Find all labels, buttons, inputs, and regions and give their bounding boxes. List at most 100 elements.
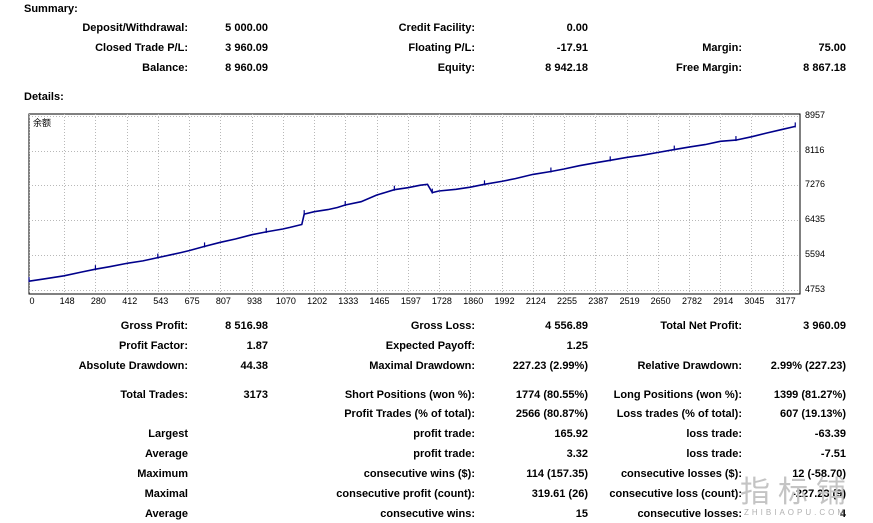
x-tick-label: 1992	[494, 296, 515, 306]
balance-value: 8 960.09	[225, 62, 268, 74]
max-consec-losses-value: 12 (-58.70)	[792, 468, 846, 480]
avg-consec-wins-label: consecutive wins:	[380, 508, 475, 520]
largest-label: Largest	[148, 428, 188, 440]
loss-trades-value: 607 (19.13%)	[779, 408, 846, 420]
average-profit-value: 3.32	[566, 448, 588, 460]
relative-drawdown-label: Relative Drawdown:	[637, 360, 742, 372]
deposit-label: Deposit/Withdrawal:	[82, 22, 188, 34]
free-margin-value: 8 867.18	[803, 62, 846, 74]
x-tick-label: 2914	[713, 296, 734, 306]
x-tick-label: 148	[59, 296, 75, 306]
maximal-consec-profit-label: consecutive profit (count):	[336, 488, 475, 500]
avg-consec-losses-label: consecutive losses:	[637, 508, 742, 520]
maximum-label: Maximum	[137, 468, 188, 480]
watermark: 指标铺 ZHIBIAOPU.COM	[740, 478, 870, 523]
margin-label: Margin:	[702, 42, 742, 54]
y-tick-label: 4753	[805, 283, 826, 294]
gross-profit-value: 8 516.98	[225, 320, 268, 332]
maximal-drawdown-label: Maximal Drawdown:	[369, 360, 475, 372]
equity-label: Equity:	[437, 62, 475, 74]
closed-pl-value: 3 960.09	[225, 42, 268, 54]
largest-loss-value: -63.39	[814, 428, 846, 440]
y-tick-label: 8116	[805, 144, 825, 155]
expected-payoff-label: Expected Payoff:	[385, 340, 475, 352]
chart-title: 余额	[33, 117, 51, 129]
x-tick-label: 0	[29, 296, 35, 306]
long-positions-label: Long Positions (won %):	[613, 389, 742, 401]
maximal-drawdown-value: 227.23 (2.99%)	[512, 360, 588, 372]
x-tick-label: 1728	[431, 296, 452, 306]
x-tick-label: 938	[247, 296, 263, 306]
short-positions-label: Short Positions (won %):	[344, 389, 475, 401]
average-loss-label: loss trade:	[686, 448, 742, 460]
profit-factor-label: Profit Factor:	[118, 340, 188, 352]
y-tick-label: 7276	[805, 179, 826, 190]
total-trades-value: 3173	[243, 389, 268, 401]
x-tick-label: 1860	[463, 296, 484, 306]
y-tick-label: 5594	[805, 248, 826, 259]
avg-consec-wins-value: 15	[575, 508, 588, 520]
largest-loss-label: loss trade:	[686, 428, 742, 440]
average-label: Average	[144, 448, 188, 460]
avg-consec-losses-value: 4	[839, 508, 846, 520]
average2-label: Average	[144, 508, 188, 520]
max-consec-wins-label: consecutive wins ($):	[363, 468, 475, 480]
floating-pl-label: Floating P/L:	[408, 42, 475, 54]
profit-trades-label: Profit Trades (% of total):	[344, 408, 475, 420]
x-tick-label: 2782	[681, 296, 702, 306]
equity-chart-area: 余额	[28, 113, 801, 295]
largest-profit-value: 165.92	[554, 428, 588, 440]
maximal-consec-loss-value: -227.23 (9)	[792, 488, 846, 500]
x-tick-label: 807	[215, 296, 231, 306]
equity-chart: 余额	[28, 113, 801, 295]
closed-pl-label: Closed Trade P/L:	[95, 42, 188, 54]
x-tick-label: 1070	[275, 296, 296, 306]
x-tick-label: 543	[153, 296, 169, 306]
x-tick-label: 1465	[369, 296, 390, 306]
x-tick-label: 280	[90, 296, 106, 306]
equity-value: 8 942.18	[545, 62, 588, 74]
x-tick-label: 3177	[775, 296, 796, 306]
average-profit-label: profit trade:	[413, 448, 475, 460]
max-consec-wins-value: 114 (157.35)	[526, 468, 588, 480]
x-tick-label: 1597	[400, 296, 421, 306]
summary-title: Summary:	[24, 3, 78, 15]
short-positions-value: 1774 (80.55%)	[515, 389, 588, 401]
absolute-drawdown-value: 44.38	[240, 360, 268, 372]
x-tick-label: 2387	[588, 296, 609, 306]
maximal-label: Maximal	[144, 488, 188, 500]
largest-profit-label: profit trade:	[413, 428, 475, 440]
loss-trades-label: Loss trades (% of total):	[616, 408, 742, 420]
long-positions-value: 1399 (81.27%)	[773, 389, 846, 401]
profit-trades-value: 2566 (80.87%)	[515, 408, 588, 420]
credit-label: Credit Facility:	[398, 22, 475, 34]
x-tick-label: 2650	[650, 296, 671, 306]
watermark-cn: 指标铺	[740, 475, 854, 510]
balance-label: Balance:	[142, 62, 188, 74]
relative-drawdown-value: 2.99% (227.23)	[770, 360, 846, 372]
watermark-en: ZHIBIAOPU.COM	[744, 508, 848, 517]
y-tick-label: 8957	[805, 109, 826, 120]
y-tick-label: 6435	[805, 214, 826, 225]
absolute-drawdown-label: Absolute Drawdown:	[78, 360, 188, 372]
x-tick-label: 1202	[307, 296, 328, 306]
maximal-consec-profit-value: 319.61 (26)	[531, 488, 588, 500]
total-net-profit-label: Total Net Profit:	[660, 320, 742, 332]
x-tick-label: 412	[122, 296, 138, 306]
margin-value: 75.00	[818, 42, 846, 54]
total-trades-label: Total Trades:	[120, 389, 188, 401]
x-tick-label: 2124	[525, 296, 546, 306]
x-tick-label: 2519	[619, 296, 640, 306]
gross-profit-label: Gross Profit:	[120, 320, 188, 332]
credit-value: 0.00	[566, 22, 588, 34]
deposit-value: 5 000.00	[225, 22, 268, 34]
chart-frame	[28, 113, 801, 295]
expected-payoff-value: 1.25	[566, 340, 588, 352]
average-loss-value: -7.51	[820, 448, 846, 460]
floating-pl-value: -17.91	[556, 42, 588, 54]
details-title: Details:	[24, 91, 64, 103]
free-margin-label: Free Margin:	[675, 62, 742, 74]
gross-loss-label: Gross Loss:	[410, 320, 475, 332]
max-consec-losses-label: consecutive losses ($):	[620, 468, 742, 480]
gross-loss-value: 4 556.89	[545, 320, 588, 332]
